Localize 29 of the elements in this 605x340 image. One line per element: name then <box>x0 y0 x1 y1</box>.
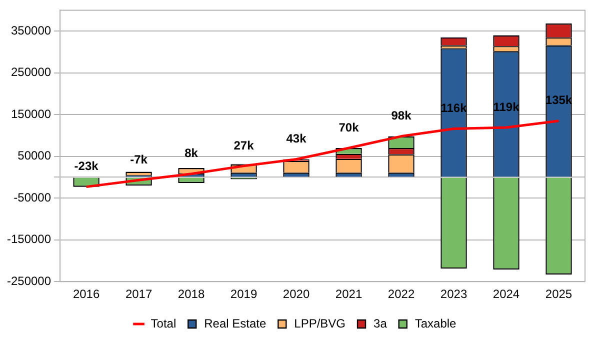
x-tick-label: 2022 <box>388 287 415 302</box>
x-tick-label: 2025 <box>545 287 572 302</box>
x-tick-label: 2020 <box>282 287 310 302</box>
data-label: 8k <box>184 146 198 160</box>
data-label: -7k <box>130 152 148 166</box>
x-tick-label: 2023 <box>440 287 468 302</box>
data-label: 27k <box>234 138 254 152</box>
x-tick-label: 2024 <box>492 287 520 302</box>
x-tick-label: 2021 <box>335 287 362 302</box>
data-label: 98k <box>391 108 412 123</box>
x-tick-label: 2018 <box>178 287 205 302</box>
y-tick-label: -150000 <box>6 232 52 246</box>
data-label: -23k <box>74 159 99 174</box>
legend-label: LPP/BVG <box>294 316 346 330</box>
x-tick-label: 2019 <box>230 287 258 302</box>
x-tick-label: 2016 <box>72 287 100 302</box>
data-label: 43k <box>286 132 307 146</box>
x-tick-label: 2017 <box>125 287 152 302</box>
y-tick-label: -250000 <box>6 274 52 288</box>
legend-label: Real Estate <box>204 316 266 330</box>
legend-label: 3a <box>374 316 388 330</box>
y-tick-label: 50000 <box>18 148 52 163</box>
y-tick-label: 250000 <box>10 65 52 80</box>
data-label: 70k <box>338 120 360 134</box>
y-tick-label: 150000 <box>10 106 52 121</box>
legend-label: Taxable <box>414 316 457 330</box>
y-tick-label: -50000 <box>14 190 52 204</box>
y-tick-label: 350000 <box>10 23 52 38</box>
legend-label: Total <box>150 316 176 330</box>
